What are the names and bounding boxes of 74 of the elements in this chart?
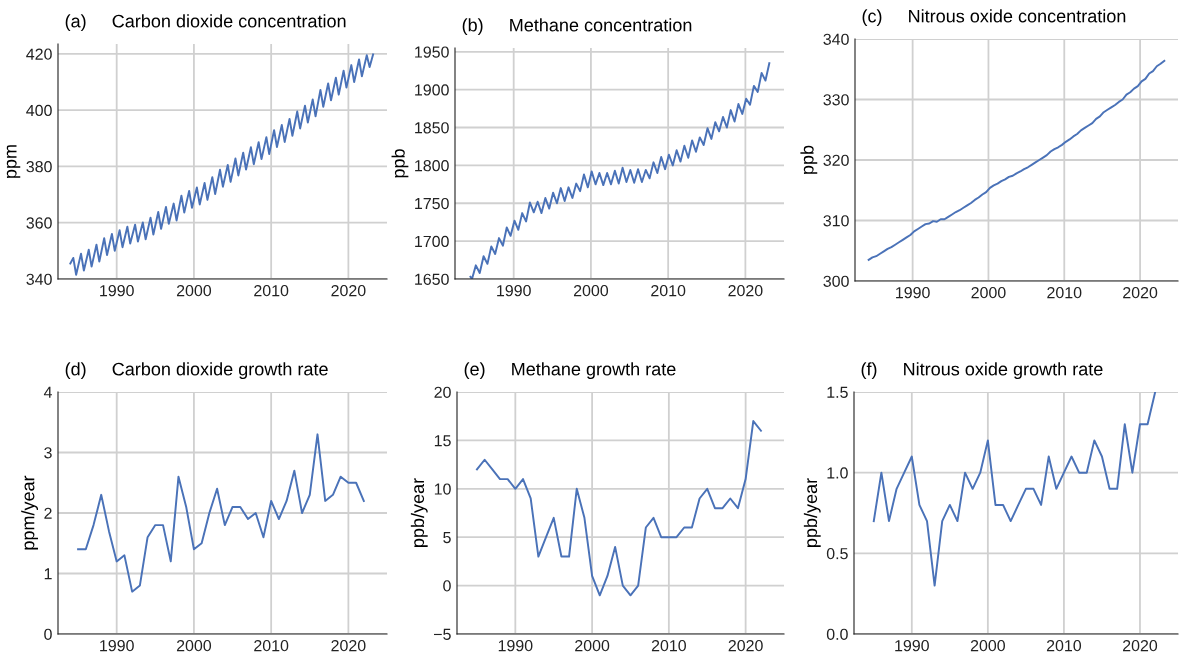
y-tick-label: 0.0 bbox=[826, 628, 848, 640]
line-series bbox=[475, 420, 762, 597]
y-tick-label: 2 bbox=[44, 507, 52, 519]
y-tick-label: 1950 bbox=[415, 46, 449, 58]
y-axis-title: ppb/year bbox=[410, 478, 428, 547]
y-tick-label: 0.5 bbox=[826, 547, 848, 560]
y-tick-label: 1850 bbox=[415, 122, 449, 134]
x-tick-label: 2010 bbox=[651, 639, 686, 652]
y-tick-label: 20 bbox=[434, 386, 451, 398]
y-tick-label: 1900 bbox=[415, 84, 449, 96]
x-tick-label: 2020 bbox=[728, 284, 763, 297]
y-tick-label: 340 bbox=[26, 273, 52, 285]
y-axis-title: ppb bbox=[391, 149, 409, 178]
y-tick-label: 4 bbox=[43, 386, 52, 398]
x-tick-label: 2020 bbox=[728, 639, 763, 652]
y-tick-label: 300 bbox=[823, 275, 849, 287]
chart-title: (d) Carbon dioxide growth rate bbox=[65, 362, 328, 380]
x-tick-label: 2010 bbox=[254, 284, 289, 297]
y-tick-label: 0 bbox=[44, 628, 52, 640]
y-axis-title: ppb bbox=[800, 145, 818, 174]
line-series bbox=[867, 59, 1166, 261]
x-tick-label: 1990 bbox=[100, 639, 134, 652]
x-tick-label: 2010 bbox=[651, 284, 686, 297]
y-tick-label: 1.5 bbox=[827, 386, 848, 398]
line-series bbox=[77, 433, 365, 593]
x-tick-label: 2000 bbox=[573, 284, 609, 297]
chart-title: (b) Methane concentration bbox=[462, 18, 692, 36]
y-axis-title: ppm bbox=[6, 145, 21, 178]
y-tick-label: 5 bbox=[443, 532, 451, 544]
x-tick-label: 2020 bbox=[1123, 286, 1158, 299]
chart-title: (a) Carbon dioxide concentration bbox=[65, 14, 346, 32]
x-tick-label: 2000 bbox=[575, 639, 610, 652]
x-tick-label: 2020 bbox=[331, 639, 366, 652]
x-tick-label: 2010 bbox=[1047, 286, 1082, 299]
y-tick-label: 1 bbox=[44, 568, 52, 580]
y-tick-label: 320 bbox=[823, 154, 849, 166]
y-tick-label: 360 bbox=[26, 217, 52, 229]
y-tick-label: −5 bbox=[434, 628, 451, 640]
x-tick-label: 2020 bbox=[331, 284, 366, 297]
y-tick-label: 340 bbox=[823, 33, 849, 45]
y-tick-label: 310 bbox=[823, 215, 849, 227]
x-tick-label: 2000 bbox=[176, 639, 212, 652]
x-tick-label: 1990 bbox=[498, 639, 533, 652]
y-tick-label: 1.0 bbox=[827, 467, 848, 479]
x-tick-label: 2000 bbox=[971, 286, 1006, 299]
y-axis-title: ppm/year bbox=[21, 475, 39, 550]
line-series bbox=[69, 53, 375, 276]
y-tick-label: 380 bbox=[26, 161, 52, 173]
y-tick-label: 420 bbox=[26, 48, 52, 60]
y-tick-label: 3 bbox=[44, 447, 52, 459]
y-tick-label: 15 bbox=[434, 435, 451, 447]
y-tick-label: 0 bbox=[443, 580, 451, 592]
y-tick-label: 1800 bbox=[415, 160, 449, 172]
y-axis-title: ppb/year bbox=[803, 478, 821, 547]
chart-title: (e) Methane growth rate bbox=[464, 362, 676, 380]
x-tick-label: 1990 bbox=[896, 286, 930, 299]
y-tick-label: 330 bbox=[823, 94, 849, 106]
chart-title: (c) Nitrous oxide concentration bbox=[862, 9, 1126, 27]
y-tick-label: 1700 bbox=[415, 235, 449, 248]
x-tick-label: 1990 bbox=[895, 639, 929, 652]
y-tick-label: 400 bbox=[26, 104, 52, 117]
x-tick-label: 2000 bbox=[970, 639, 1005, 652]
x-tick-label: 2020 bbox=[1123, 639, 1158, 652]
y-tick-label: 10 bbox=[434, 483, 451, 495]
x-tick-label: 2000 bbox=[176, 284, 212, 297]
line-series bbox=[872, 392, 1157, 587]
line-series bbox=[469, 62, 771, 279]
x-tick-label: 1990 bbox=[497, 284, 531, 297]
x-tick-label: 2010 bbox=[254, 639, 289, 652]
x-tick-label: 1990 bbox=[100, 284, 134, 297]
x-tick-label: 2010 bbox=[1046, 639, 1082, 652]
y-tick-label: 1650 bbox=[415, 273, 449, 285]
chart-title: (f) Nitrous oxide growth rate bbox=[861, 362, 1103, 380]
y-tick-label: 1750 bbox=[415, 197, 449, 210]
